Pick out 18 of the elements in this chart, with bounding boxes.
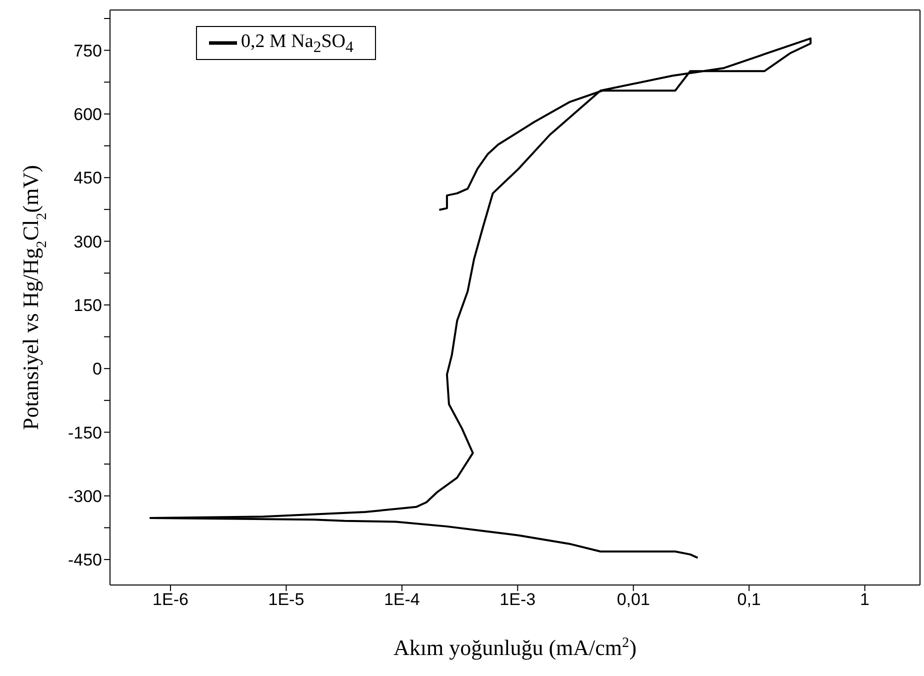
x-tick-label: 1E-6	[152, 590, 188, 610]
y-tick-label: 450	[74, 168, 102, 188]
y-tick-label: -300	[68, 486, 102, 506]
x-tick-label: 1E-3	[500, 590, 536, 610]
y-tick-label: -450	[68, 550, 102, 570]
x-tick-label: 1	[860, 590, 870, 610]
x-axis-title: Akım yoğunluğu (mA/cm$^{2}$)	[393, 635, 637, 660]
x-tick-label: 0,1	[737, 590, 761, 610]
y-tick-label: 600	[74, 105, 102, 124]
y-tick-label: 0	[92, 360, 102, 379]
x-tick-label: 1E-5	[268, 590, 304, 610]
y-tick-label: 300	[74, 232, 102, 252]
y-tick-label: -150	[68, 423, 102, 442]
x-tick-label: 1E-4	[384, 590, 420, 610]
y-tick-label: 150	[74, 296, 102, 315]
legend-label: 0,2 M Na$_{2}$SO$_{4}$	[241, 30, 354, 56]
y-tick-label: 750	[74, 41, 102, 60]
x-tick-label: 0,01	[616, 590, 650, 610]
